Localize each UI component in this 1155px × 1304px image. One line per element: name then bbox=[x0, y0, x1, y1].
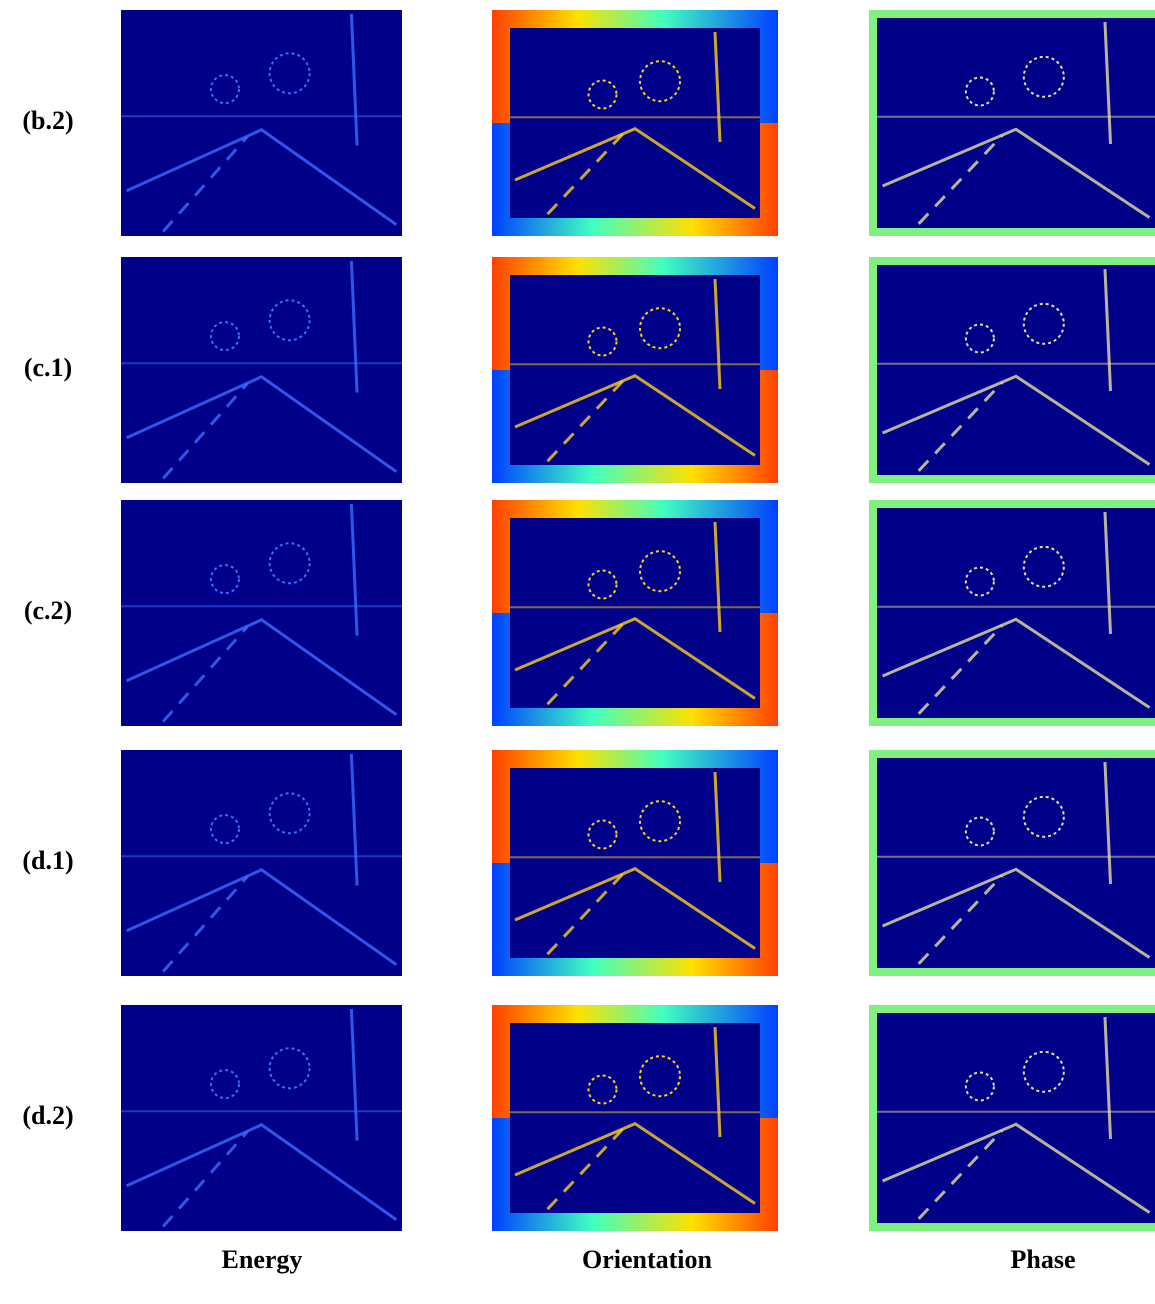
image bbox=[877, 18, 1155, 228]
image bbox=[510, 28, 760, 218]
row-label: (d.2) bbox=[22, 1101, 73, 1130]
row-label: (d.1) bbox=[22, 846, 73, 875]
energy-map bbox=[121, 500, 402, 726]
orientation-map bbox=[492, 500, 778, 726]
row-label: (c.1) bbox=[24, 353, 72, 382]
image bbox=[121, 1005, 402, 1231]
orientation-map bbox=[492, 10, 778, 236]
row-label: (b.2) bbox=[22, 106, 73, 135]
image bbox=[510, 275, 760, 465]
image bbox=[510, 518, 760, 708]
orientation-map bbox=[492, 1005, 778, 1231]
image bbox=[877, 758, 1155, 968]
energy-map bbox=[121, 1005, 402, 1231]
energy-map bbox=[121, 257, 402, 483]
image bbox=[121, 10, 402, 236]
image bbox=[877, 508, 1155, 718]
image bbox=[121, 750, 402, 976]
column-label: Energy bbox=[222, 1245, 303, 1274]
image bbox=[877, 265, 1155, 475]
image bbox=[877, 1013, 1155, 1223]
phase-map bbox=[869, 750, 1155, 976]
image bbox=[510, 768, 760, 958]
column-label: Phase bbox=[1011, 1245, 1076, 1274]
phase-map bbox=[869, 10, 1155, 236]
orientation-map bbox=[492, 750, 778, 976]
phase-map bbox=[869, 1005, 1155, 1231]
phase-map bbox=[869, 500, 1155, 726]
image bbox=[510, 1023, 760, 1213]
row-label: (c.2) bbox=[24, 596, 72, 625]
figure: (b.2) (c.1) (c.2) (d.1) (d.2) Energy Orientati… bbox=[0, 0, 1155, 1304]
image bbox=[121, 500, 402, 726]
energy-map bbox=[121, 750, 402, 976]
orientation-map bbox=[492, 257, 778, 483]
energy-map bbox=[121, 10, 402, 236]
phase-map bbox=[869, 257, 1155, 483]
image bbox=[121, 257, 402, 483]
column-label: Orientation bbox=[582, 1245, 713, 1274]
